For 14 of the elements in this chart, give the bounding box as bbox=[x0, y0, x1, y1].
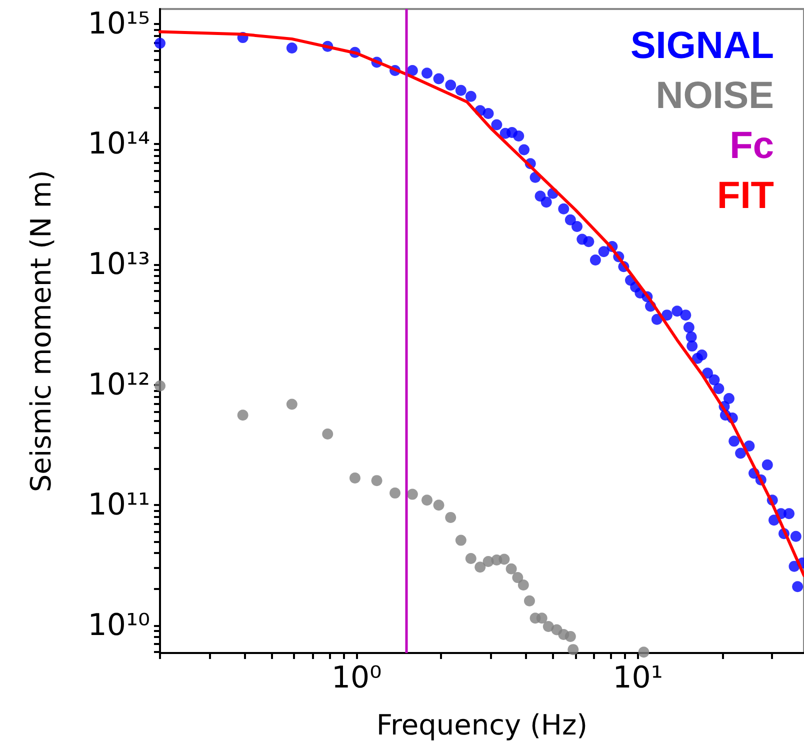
x-tick-label: 10⁰ bbox=[331, 660, 382, 696]
x-tick-label: 10¹ bbox=[612, 660, 663, 696]
text: FIT bbox=[717, 175, 774, 217]
y-tick-label: 10¹⁴ bbox=[88, 126, 150, 162]
y-axis-title: Seismic moment (N m) bbox=[24, 170, 58, 492]
y-tick-label: 10¹² bbox=[88, 367, 150, 402]
y-tick-label: 10¹⁰ bbox=[88, 608, 150, 643]
ref-line-label: Fc bbox=[730, 125, 774, 167]
y-tick-label: 10¹¹ bbox=[88, 488, 150, 523]
text: SIGNAL bbox=[630, 25, 774, 67]
y-tick-label: 10¹³ bbox=[88, 247, 150, 282]
text: NOISE bbox=[656, 75, 774, 117]
y-tick-label: 10¹⁵ bbox=[88, 6, 150, 42]
x-axis-title: Frequency (Hz) bbox=[376, 708, 588, 742]
